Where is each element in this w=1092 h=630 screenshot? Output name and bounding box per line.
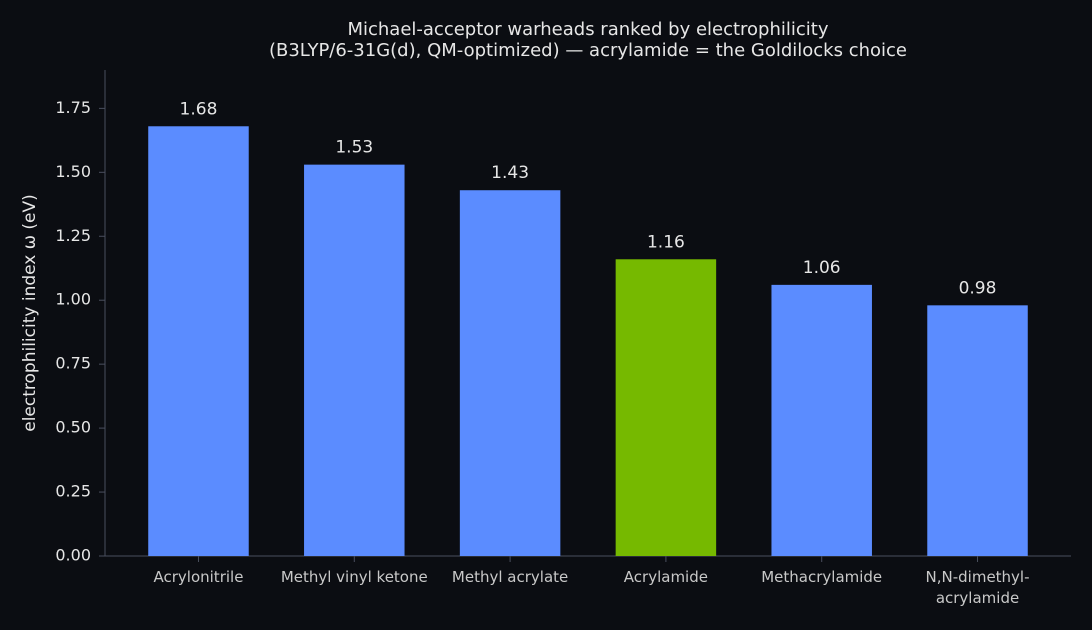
x-tick-label: Methyl vinyl ketone [280, 568, 428, 586]
value-label: 1.53 [335, 138, 373, 158]
bar [771, 284, 872, 556]
value-label: 1.68 [180, 99, 218, 119]
value-label: 1.16 [647, 232, 685, 252]
y-tick-label: 0.25 [55, 482, 91, 501]
value-label: 1.43 [491, 163, 529, 183]
y-axis-label: electrophilicity index ω (eV) [20, 194, 40, 432]
y-tick-label: 0.00 [55, 546, 91, 565]
x-tick-label: Acrylonitrile [153, 568, 244, 586]
chart-title: Michael-acceptor warheads ranked by elec… [347, 19, 828, 40]
y-tick-label: 1.25 [55, 226, 91, 245]
y-tick-label: 1.75 [55, 98, 91, 117]
bar [459, 190, 561, 556]
y-tick-label: 1.50 [55, 162, 91, 181]
value-label: 0.98 [959, 278, 997, 298]
y-tick-label: 1.00 [55, 290, 91, 309]
bar [615, 259, 717, 556]
x-tick-label: Methacrylamide [761, 568, 883, 586]
bar [927, 305, 1028, 556]
y-tick-label: 0.50 [55, 418, 91, 437]
value-label: 1.06 [803, 258, 841, 278]
x-tick-label: N,N-dimethyl- acrylamide [925, 568, 1030, 607]
x-tick-label: Methyl acrylate [451, 568, 569, 586]
bar [148, 126, 249, 556]
y-tick-label: 0.75 [55, 354, 91, 373]
x-tick-label: Acrylamide [623, 568, 708, 586]
bar [304, 164, 405, 557]
chart-subtitle: (B3LYP/6-31G(d), QM-optimized) — acrylam… [269, 40, 907, 61]
